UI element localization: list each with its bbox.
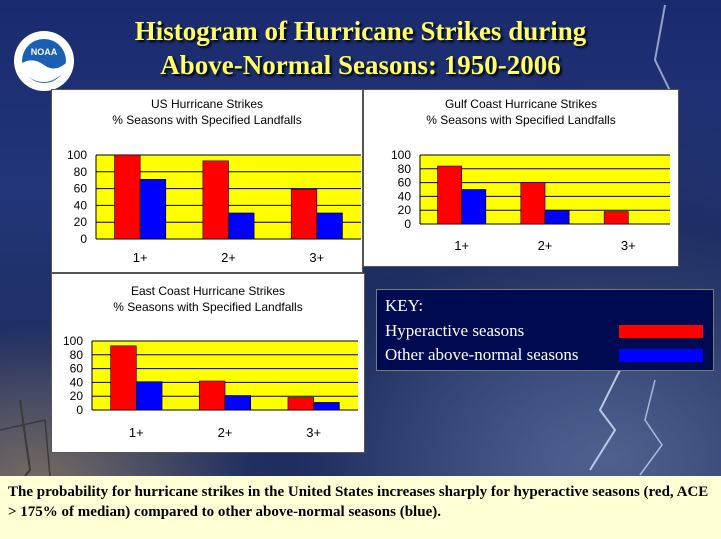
- caption-box: The probability for hurricane strikes in…: [0, 476, 721, 539]
- east-category-label: 1+: [129, 425, 144, 440]
- us-y-tick-label: 60: [74, 182, 88, 196]
- gulf-bar-hyperactive: [520, 182, 546, 225]
- gulf-y-tick-label: 100: [391, 148, 411, 162]
- us-y-tick-label: 0: [80, 232, 87, 246]
- key-heading: KEY:: [385, 296, 424, 315]
- east-bar-other: [313, 402, 340, 411]
- east-bar-hyperactive: [110, 345, 137, 411]
- us-chart-title: US Hurricane Strikes: [150, 97, 264, 111]
- east-category-label: 3+: [306, 425, 321, 440]
- us-category-label: 2+: [221, 250, 236, 265]
- east-category-label: 2+: [218, 425, 233, 440]
- gulf-bar-hyperactive: [437, 165, 462, 225]
- gulf-y-tick-label: 80: [398, 162, 412, 176]
- gulf-y-tick-label: 40: [398, 189, 412, 203]
- key-swatch-hyperactive: [619, 325, 703, 338]
- east-y-tick-label: 60: [70, 362, 84, 376]
- east-bar-other: [136, 381, 163, 411]
- noaa-logo: NOAA: [14, 31, 74, 91]
- east-strikes-chart-panel: East Coast Hurricane Strikes % Seasons w…: [51, 273, 365, 453]
- east-bar-hyperactive: [198, 380, 226, 411]
- east-y-tick-label: 40: [70, 375, 84, 389]
- key-swatch-other: [619, 349, 703, 362]
- gulf-category-label: 3+: [621, 238, 636, 253]
- east-y-tick-label: 20: [70, 389, 84, 403]
- us-bar-other: [139, 179, 167, 240]
- gulf-bar-other: [461, 189, 487, 225]
- legend-key: KEY: Hyperactive seasons Other above-nor…: [376, 289, 714, 371]
- key-label-hyperactive: Hyperactive seasons: [385, 321, 525, 340]
- title-line-1: Histogram of Hurricane Strikes during: [134, 16, 587, 46]
- east-y-tick-label: 80: [70, 348, 84, 362]
- us-bar-other: [228, 212, 255, 240]
- gulf-bar-other: [544, 209, 570, 225]
- us-bar-hyperactive: [290, 189, 318, 240]
- gulf-bar-hyperactive: [603, 211, 629, 225]
- gulf-chart-subtitle: % Seasons with Specified Landfalls: [426, 113, 616, 127]
- gulf-y-tick-label: 20: [398, 203, 412, 217]
- us-strikes-chart-panel: US Hurricane Strikes % Seasons with Spec…: [51, 89, 363, 273]
- us-y-tick-label: 20: [74, 215, 88, 229]
- us-chart-svg: 0 20 40 60 80 100 1+ 2+ 3+: [67, 148, 361, 265]
- us-bar-hyperactive: [202, 160, 229, 240]
- us-y-tick-label: 100: [67, 148, 87, 162]
- east-chart-subtitle: % Seasons with Specified Landfalls: [113, 300, 303, 314]
- east-y-tick-label: 0: [76, 403, 83, 417]
- east-bar-other: [224, 395, 252, 411]
- us-bar-other: [316, 212, 343, 240]
- gulf-y-tick-label: 60: [398, 176, 412, 190]
- key-label-other: Other above-normal seasons: [385, 345, 579, 364]
- east-chart-title: East Coast Hurricane Strikes: [130, 284, 286, 298]
- gulf-y-tick-label: 0: [404, 217, 411, 231]
- us-chart-subtitle: % Seasons with Specified Landfalls: [112, 113, 302, 127]
- title-line-2: Above-Normal Seasons: 1950-2006: [160, 50, 561, 80]
- gulf-strikes-chart-panel: Gulf Coast Hurricane Strikes % Seasons w…: [363, 89, 679, 267]
- us-bar-hyperactive: [114, 154, 141, 240]
- us-y-tick-label: 80: [74, 165, 88, 179]
- logo-text: NOAA: [31, 47, 58, 57]
- east-y-tick-label: 100: [63, 334, 83, 348]
- us-category-label: 1+: [133, 250, 148, 265]
- us-y-tick-label: 40: [74, 198, 88, 212]
- slide-title: Histogram of Hurricane Strikes during Ab…: [0, 14, 721, 82]
- east-bar-hyperactive: [287, 397, 314, 411]
- gulf-category-label: 2+: [538, 238, 553, 253]
- caption-text: The probability for hurricane strikes in…: [8, 484, 709, 520]
- gulf-chart-title: Gulf Coast Hurricane Strikes: [444, 97, 598, 111]
- gulf-category-label: 1+: [454, 238, 469, 253]
- us-category-label: 3+: [309, 250, 324, 265]
